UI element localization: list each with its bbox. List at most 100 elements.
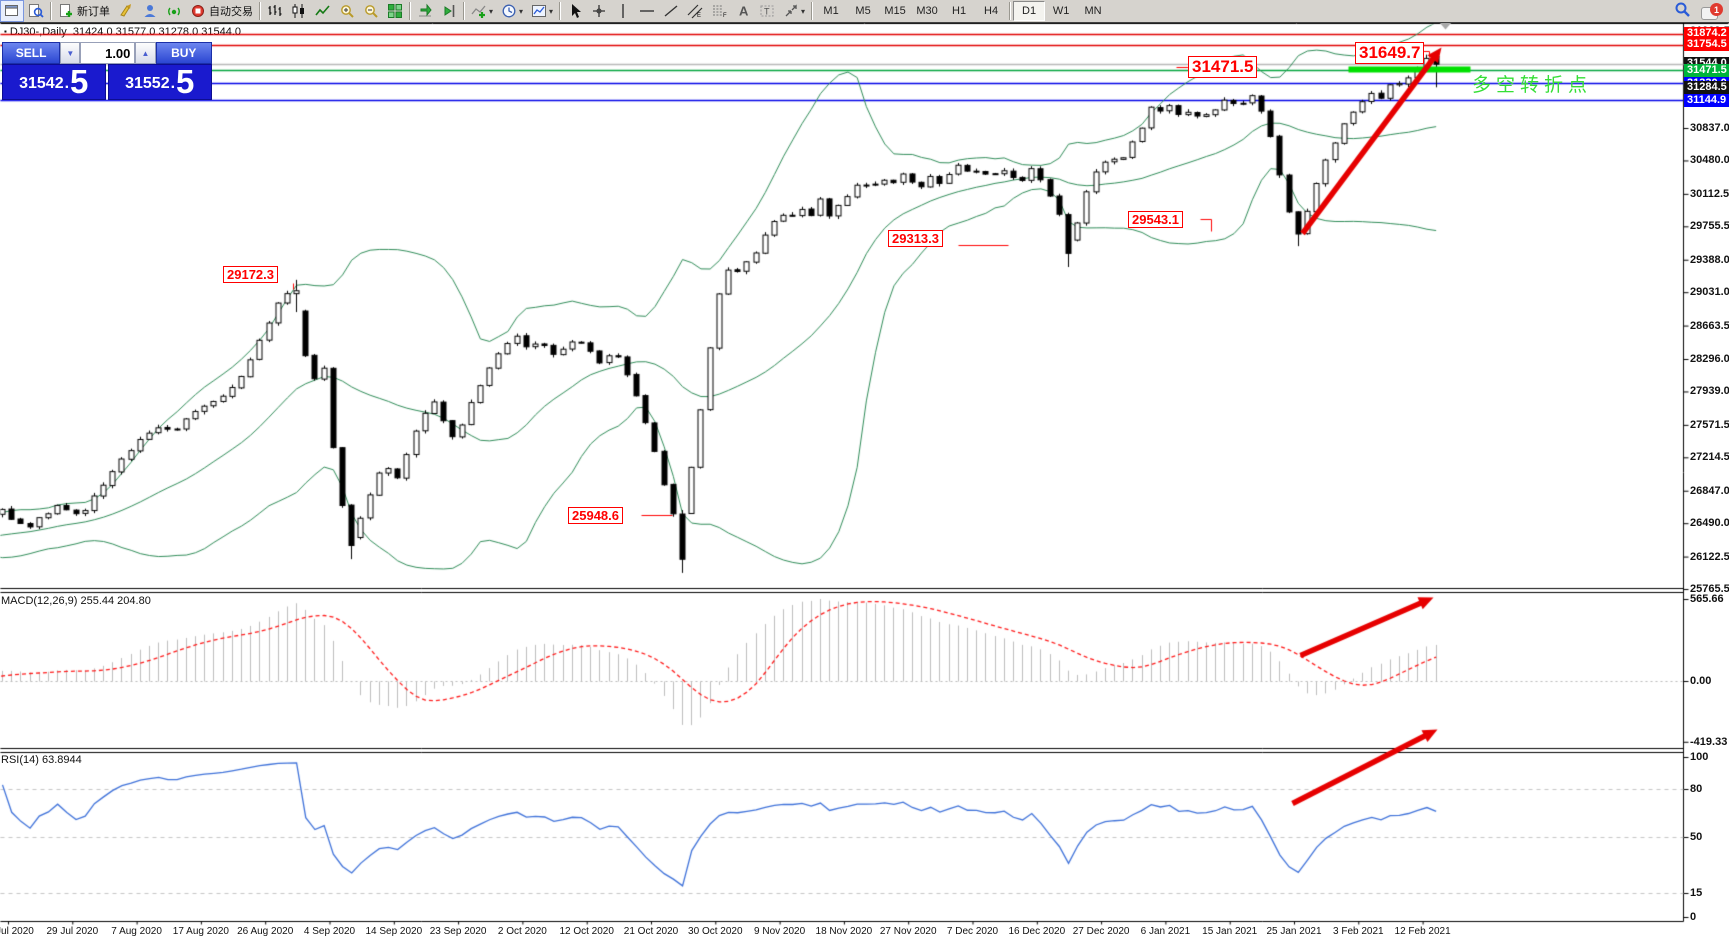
autoscroll-icon [417,3,433,19]
window-button[interactable] [0,0,24,22]
neworder-label: 新订单 [77,6,110,18]
timeframe-m5-button[interactable]: M5 [855,5,871,17]
date-tick-label: 7 Dec 2020 [946,926,999,937]
svg-text:A: A [739,4,749,19]
timeframe-m1-button[interactable]: M1 [823,5,839,17]
timeframe-mn-button[interactable]: MN [1084,5,1102,17]
linechart-button[interactable] [311,0,335,22]
price-annotation-31649.7[interactable]: 31649.7 [1355,42,1425,64]
tile-button[interactable] [383,0,407,22]
zoomin-icon [339,3,355,19]
autotrade-label: 自动交易 [209,6,253,18]
sell-price-dot: . [64,75,70,92]
sell-button[interactable]: SELL [2,42,61,64]
fibo-button[interactable]: F [707,0,731,22]
timeframe-m30-button[interactable]: M30 [916,5,938,17]
autoscroll-button[interactable] [413,0,437,22]
timeframe-h1-button[interactable]: H1 [952,5,967,17]
timeframe-m15-button[interactable]: M15 [884,5,906,17]
rsi-tick-label: 50 [1690,831,1703,843]
vline-icon [615,3,631,19]
cursor-button[interactable] [563,0,587,22]
volume-decrease-button[interactable]: ▼ [60,42,81,64]
signal-button[interactable] [162,0,186,22]
toolbar-separator [559,2,562,20]
candles-button[interactable] [287,0,311,22]
date-tick-label: 15 Jan 2021 [1202,926,1258,937]
sell-price-display[interactable]: 31542. 5 [2,64,106,100]
date-axis[interactable]: 20 Jul 2020 29 Jul 2020 7 Aug 2020 17 Aug 2… [0,924,1683,940]
chevron-down-icon: ▾ [519,6,524,16]
autotrade-button[interactable]: 自动交易 [186,0,257,22]
price-tick-label: 26122.5 [1690,550,1729,563]
timeframe-w1-button[interactable]: W1 [1052,5,1070,17]
label-icon: T [759,3,775,19]
text-button[interactable]: A [731,0,755,22]
search-icon[interactable] [1674,1,1691,23]
signal-icon [166,3,182,19]
buy-price-display[interactable]: 31552. 5 [107,64,212,100]
rsi-tick-label: 80 [1690,783,1703,795]
trendline-button[interactable] [659,0,683,22]
indicators-icon [471,3,487,19]
date-tick-label: 12 Feb 2021 [1394,926,1451,937]
zoompage-button[interactable] [24,0,48,22]
macd-tick-label: 0.00 [1690,675,1712,687]
toolbar-separator [463,2,465,20]
neworder-button[interactable]: 新订单 [54,0,114,22]
crosshair-button[interactable] [587,0,611,22]
toolbar-separator [1009,2,1012,20]
channel-button[interactable]: E [683,0,707,22]
toolbar-separator [409,2,411,20]
broom-icon [118,3,134,19]
zoomin-button[interactable] [335,0,359,22]
chinese-note-label: 多空转折点 [1472,75,1593,96]
date-tick-label: 27 Nov 2020 [879,926,937,937]
zoomout-button[interactable] [359,0,383,22]
price-tick-label: 30480.0 [1690,154,1729,167]
hline-button[interactable] [635,0,659,22]
date-tick-label: 21 Oct 2020 [623,926,679,937]
broom-button[interactable] [114,0,138,22]
notification-count-badge: 1 [1710,3,1723,16]
date-tick-label: 18 Nov 2020 [815,926,873,937]
price-annotation-29543.1[interactable]: 29543.1 [1128,211,1183,228]
timeframe-d1-button[interactable]: D1 [1013,1,1046,21]
notifications-icon[interactable]: 1 [1701,3,1723,21]
price-tick-label: 27214.5 [1690,451,1729,464]
shift-button[interactable] [437,0,461,22]
volume-input[interactable]: 1.00 [80,42,136,64]
indicators-button[interactable]: ▾ [467,0,497,22]
price-annotation-29313.3[interactable]: 29313.3 [888,230,943,247]
shapes-button[interactable]: ▾ [779,0,809,22]
bars-button[interactable] [263,0,287,22]
chevron-down-icon: ▾ [489,6,494,16]
timeframe-h4-button[interactable]: H4 [984,5,999,17]
price-annotation-31471.5[interactable]: 31471.5 [1188,56,1258,78]
rsi-tick-label: 100 [1690,751,1709,763]
price-badge-31754.5: 31754.5 [1684,38,1729,52]
template-button[interactable]: ▾ [527,0,557,22]
sell-price-main: 31542 [19,75,64,92]
svg-text:E: E [697,13,701,19]
cursor-icon [567,3,583,19]
vline-button[interactable] [611,0,635,22]
chevron-down-icon: ▾ [801,6,806,16]
label-button[interactable]: T [755,0,779,22]
date-tick-label: 2 Oct 2020 [497,926,547,937]
date-tick-label: 29 Jul 2020 [46,926,99,937]
tile-icon [387,3,403,19]
price-annotation-29172.3[interactable]: 29172.3 [223,266,278,283]
volume-increase-button[interactable]: ▲ [135,42,156,64]
clock-button[interactable]: ▾ [497,0,527,22]
shift-icon [441,3,457,19]
window-icon [4,3,20,19]
date-tick-label: 30 Oct 2020 [688,926,743,937]
price-annotation-25948.6[interactable]: 25948.6 [568,507,623,524]
buy-button[interactable]: BUY [155,42,212,64]
macd-tick-label: -419.33 [1690,735,1728,748]
person-button[interactable] [138,0,162,22]
neworder-icon [58,3,74,19]
price-tick-label: 25765.5 [1690,583,1729,596]
